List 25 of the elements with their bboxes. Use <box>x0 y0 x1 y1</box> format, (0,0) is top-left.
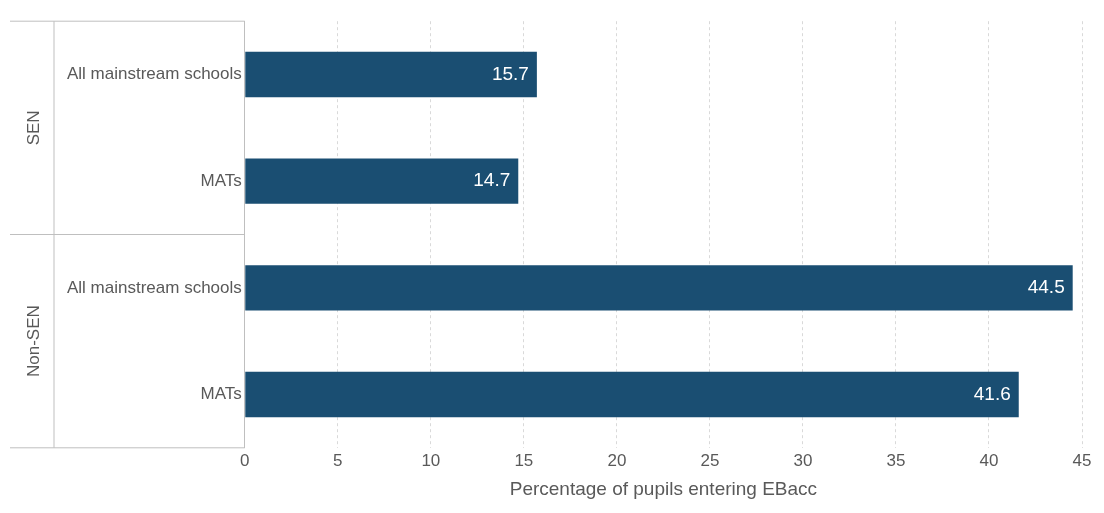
x-tick-label: 30 <box>793 450 813 470</box>
x-tick-label: 35 <box>886 450 906 470</box>
y-tick-label: All mainstream schools <box>67 64 242 84</box>
text: Non-SEN <box>23 305 43 378</box>
y-tick-label: MATs <box>200 170 242 190</box>
x-tick-label: 15 <box>514 450 534 470</box>
data-label: 41.6 <box>973 382 1011 404</box>
data-label: 14.7 <box>473 169 511 191</box>
bar <box>245 265 1073 311</box>
x-tick-label: 40 <box>979 450 999 470</box>
y-tick-label: MATs <box>200 384 242 404</box>
bar <box>245 158 519 204</box>
data-label: 44.5 <box>1027 276 1065 298</box>
x-tick-label: 20 <box>607 450 627 470</box>
x-tick-label: 45 <box>1072 450 1092 470</box>
x-tick-label: 5 <box>333 450 343 470</box>
y-tick-label: All mainstream schools <box>67 277 242 297</box>
text: SEN <box>23 110 43 146</box>
x-axis-title: Percentage of pupils entering EBacc <box>509 477 818 499</box>
bar <box>245 51 537 98</box>
x-tick-label: 10 <box>421 450 441 470</box>
x-tick-label: 0 <box>240 450 250 470</box>
data-label: 15.7 <box>491 62 529 84</box>
bar <box>245 371 1019 418</box>
x-tick-label: 25 <box>700 450 720 470</box>
